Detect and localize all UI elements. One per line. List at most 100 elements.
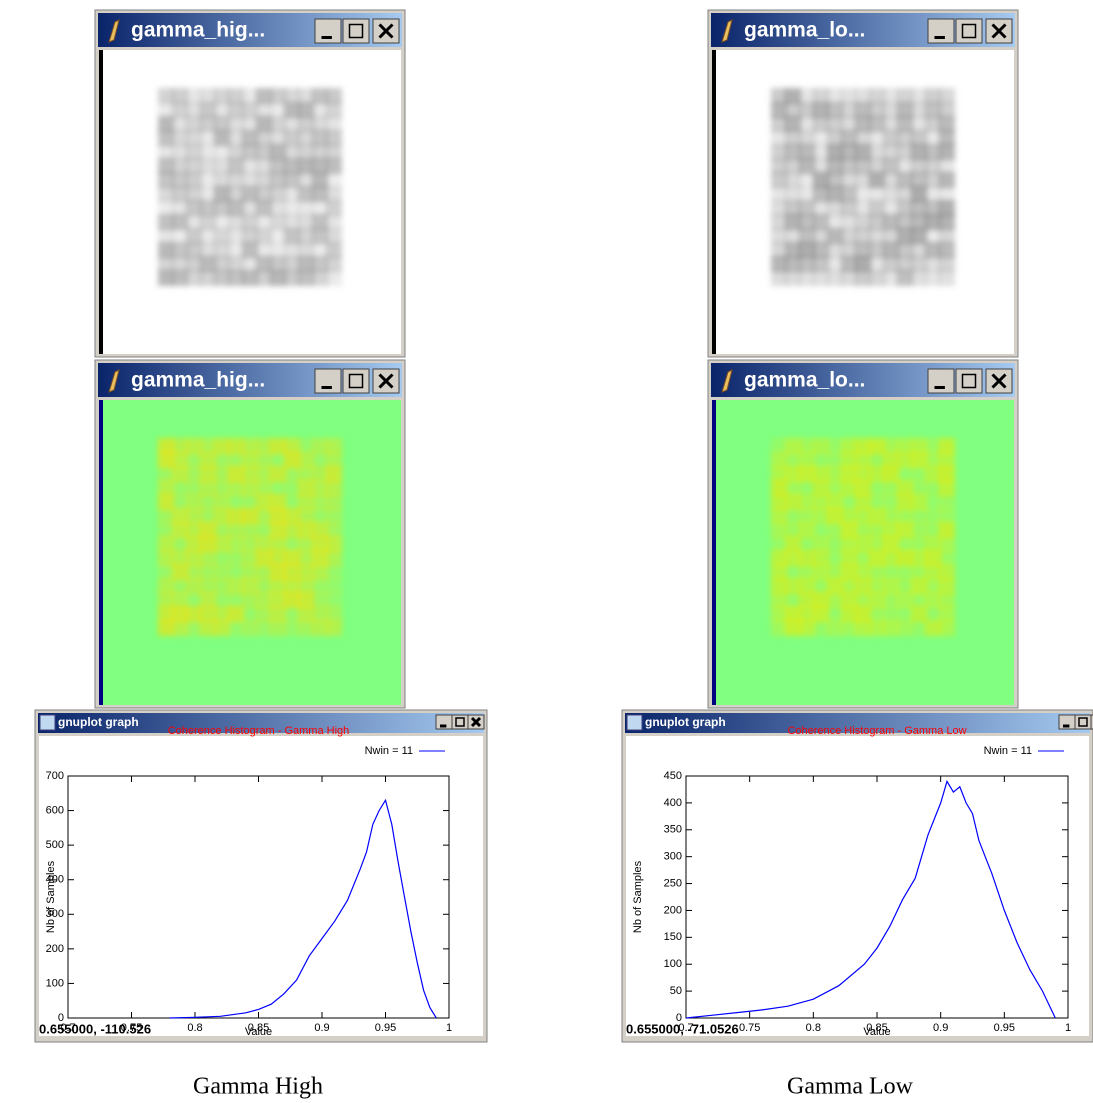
texture-cell [256,88,272,104]
window-button[interactable] [1074,714,1092,730]
texture-cell [270,116,286,132]
texture-cell [785,228,801,244]
texture-cell [813,228,829,244]
texture-cell [270,578,286,594]
texture-cell [869,130,885,146]
y-tick-label: 600 [46,804,64,816]
y-tick-label: 200 [46,943,64,955]
texture-cell [799,564,815,580]
window-button[interactable] [451,714,469,730]
texture-cell [911,466,927,482]
texture-cell [242,494,258,510]
window-button[interactable] [985,18,1013,44]
texture-cell [911,578,927,594]
texture-cell [256,564,272,580]
texture-cell [869,200,885,216]
y-tick-label: 500 [46,839,64,851]
texture-cell [855,592,871,608]
texture-cell [869,522,885,538]
window-button[interactable] [314,18,342,44]
texture-cell [270,522,286,538]
data-line [685,779,1056,1019]
texture-cell [771,522,787,538]
texture-cell [799,158,815,174]
texture-cell [256,214,272,230]
texture-cell [214,578,230,594]
texture-cell [326,452,342,468]
texture-cell [785,256,801,272]
texture-cell [813,620,829,636]
texture-cell [855,480,871,496]
texture-cell [841,256,857,272]
texture-cell [186,116,202,132]
texture-cell [242,88,258,104]
texture-cell [771,144,787,160]
texture-cell [897,270,913,286]
texture-cell [326,466,342,482]
texture-cell [939,144,955,160]
texture-cell [270,620,286,636]
texture-cell [214,550,230,566]
window-button[interactable] [1090,714,1093,730]
texture-cell [158,480,174,496]
texture-cell [813,494,829,510]
texture-cell [312,214,328,230]
texture-cell [228,578,244,594]
texture-cell [186,256,202,272]
texture-cell [270,200,286,216]
window-button[interactable] [314,368,342,394]
texture-cell [897,508,913,524]
texture-cell [883,144,899,160]
y-tick-label: 300 [664,851,682,863]
window-button[interactable] [342,368,370,394]
texture-cell [242,452,258,468]
texture-cell [256,494,272,510]
texture-cell [855,242,871,258]
texture-cell [827,144,843,160]
texture-cell [270,88,286,104]
texture-cell [200,88,216,104]
texture-cell [214,466,230,482]
window-button[interactable] [342,18,370,44]
window-button[interactable] [927,18,955,44]
texture-cell [785,172,801,188]
y-tick-label: 300 [46,908,64,920]
texture-cell [312,606,328,622]
texture-cell [298,270,314,286]
texture-cell [200,270,216,286]
texture-cell [326,214,342,230]
window-title: gamma_hig... [131,19,265,42]
texture-cell [270,130,286,146]
texture-cell [242,144,258,160]
window-button[interactable] [927,368,955,394]
texture-cell [855,200,871,216]
x-axis-label: Value [245,1026,272,1038]
texture-cell [799,88,815,104]
icon [348,23,364,39]
window-title: gnuplot graph [645,715,726,729]
window-button[interactable] [955,368,983,394]
texture-cell [326,620,342,636]
texture-cell [827,480,843,496]
texture-cell [855,214,871,230]
texture-cell [298,592,314,608]
texture-cell [326,116,342,132]
window-button[interactable] [955,18,983,44]
plot-canvas [39,736,483,1036]
texture-cell [939,172,955,188]
texture-cell [813,452,829,468]
texture-cell [771,564,787,580]
texture-cell [326,102,342,118]
texture-cell [813,144,829,160]
texture-cell [326,480,342,496]
texture-cell [841,494,857,510]
icon [991,373,1007,389]
texture-cell [312,200,328,216]
texture-cell [312,508,328,524]
window-button[interactable] [372,368,400,394]
texture-cell [869,620,885,636]
texture-cell [200,578,216,594]
texture-cell [270,158,286,174]
texture-cell [298,158,314,174]
texture-cell [925,158,941,174]
